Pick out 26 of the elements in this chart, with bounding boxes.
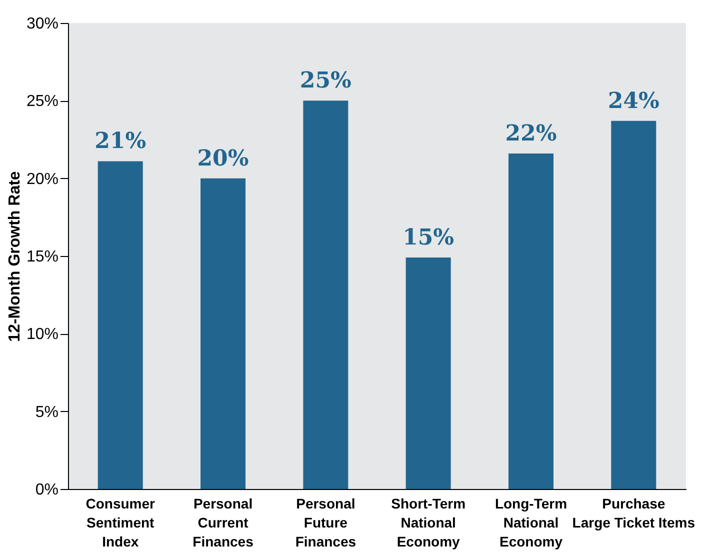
y-tick-label: 20% — [26, 170, 58, 188]
bar — [508, 153, 554, 489]
y-tick-label: 15% — [26, 248, 58, 266]
y-tick-label: 10% — [26, 326, 58, 344]
data-label: 25% — [300, 68, 352, 94]
bar — [98, 161, 143, 489]
x-tick-label: Long-Term National Economy — [494, 496, 568, 550]
y-tick-label: 5% — [35, 404, 58, 421]
data-label: 20% — [197, 145, 249, 172]
x-tick-label: Personal Current Finances — [192, 496, 254, 550]
y-axis-title: 12-Month Growth Rate — [6, 171, 24, 342]
x-tick-label: Personal Future Finances — [295, 496, 356, 550]
data-label: 21% — [94, 128, 146, 154]
data-label: 15% — [402, 224, 454, 251]
bar — [611, 120, 656, 489]
y-tick-label: 0% — [35, 482, 58, 498]
bar — [406, 258, 451, 489]
x-tick-label: Consumer Sentiment Index — [86, 496, 156, 550]
x-tick-label: Short-Term National Economy — [391, 496, 466, 550]
bar — [200, 178, 246, 489]
bar — [303, 100, 348, 489]
x-tick-label: Purchase Large Ticket Items — [572, 496, 696, 530]
data-label: 24% — [608, 88, 660, 114]
y-tick-label: 30% — [26, 16, 58, 32]
data-label: 22% — [505, 120, 557, 146]
y-tick-label: 25% — [26, 93, 58, 110]
